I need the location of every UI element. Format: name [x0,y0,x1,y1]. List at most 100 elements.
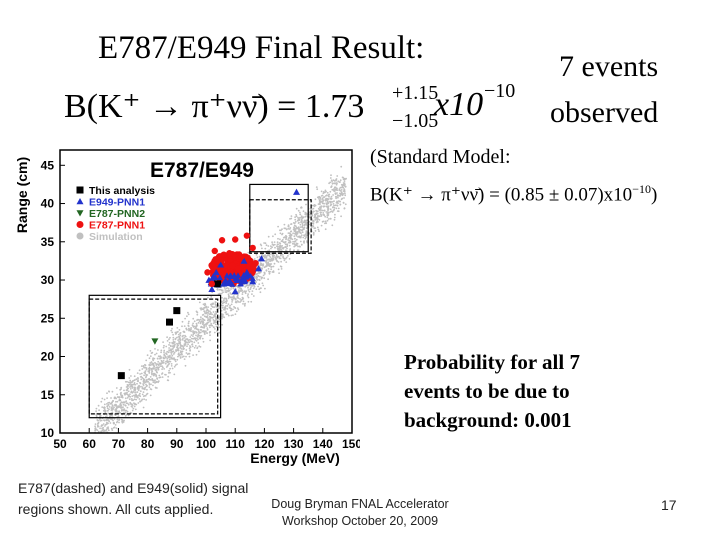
simulation-point [176,345,179,348]
simulation-point [263,242,265,244]
simulation-point [198,331,201,334]
simulation-point [141,368,144,370]
simulation-point [107,429,110,432]
simulation-point [161,368,164,370]
simulation-point [195,322,198,325]
simulation-point [134,391,137,394]
simulation-point [98,409,100,412]
simulation-point [122,409,125,412]
simulation-point [182,348,185,351]
e949-pnn1-point [243,268,251,276]
simulation-point [140,378,143,381]
simulation-point [276,245,278,248]
simulation-point [222,299,225,302]
simulation-point [224,289,227,291]
simulation-point [135,394,138,397]
e787-pnn1-point [252,260,259,267]
simulation-point [330,203,333,206]
simulation-point [211,313,214,316]
simulation-point [155,375,158,378]
simulation-point [337,180,340,183]
simulation-point [127,403,130,406]
simulation-point [339,181,341,183]
x-axis-label: Energy (MeV) [250,450,339,466]
simulation-point [206,314,209,316]
simulation-point [331,188,334,191]
simulation-point [323,214,326,217]
simulation-point [333,218,336,221]
simulation-point [331,211,334,213]
simulation-point [201,337,204,340]
simulation-point [305,203,307,206]
simulation-point [337,196,339,199]
simulation-point [154,348,156,350]
simulation-point [312,219,315,222]
simulation-point [275,255,278,258]
simulation-point [162,360,165,362]
simulation-point [155,363,158,365]
simulation-point [295,213,297,216]
simulation-point [182,355,185,358]
simulation-point [174,338,177,341]
simulation-point [276,241,279,244]
simulation-point [190,327,193,329]
simulation-point [237,308,240,311]
simulation-point [132,391,135,393]
simulation-point [288,228,291,230]
simulation-point [103,406,106,409]
simulation-point [152,358,154,361]
simulation-point [107,422,109,424]
simulation-point [311,212,314,214]
simulation-point [255,253,258,256]
simulation-point [102,426,105,429]
simulation-point [318,219,321,221]
simulation-point [335,183,338,186]
simulation-point [336,194,339,197]
simulation-point [141,387,144,390]
simulation-point [123,401,126,404]
simulation-point [281,240,284,243]
simulation-point [190,334,193,336]
simulation-point [128,398,131,401]
simulation-point [239,287,241,290]
simulation-point [212,316,215,318]
simulation-point [115,427,118,429]
simulation-point [200,335,203,337]
simulation-point [322,205,325,208]
simulation-point [280,260,282,263]
simulation-point [340,165,343,168]
simulation-point [193,341,196,344]
simulation-point [198,334,201,337]
simulation-point [194,338,197,341]
simulation-point [345,177,347,180]
simulation-point [145,393,148,396]
x-tick-label: 80 [141,437,155,451]
simulation-point [170,351,173,354]
simulation-point [252,295,255,297]
simulation-point [115,387,118,389]
simulation-point [299,223,302,226]
simulation-point [208,331,211,334]
simulation-point [166,340,169,342]
simulation-point [134,408,137,411]
x-tick-label: 130 [284,437,304,451]
simulation-point [144,394,147,397]
simulation-point [243,303,246,305]
simulation-point [196,347,199,350]
simulation-point [120,388,122,390]
simulation-point [154,361,156,364]
simulation-point [335,196,338,198]
simulation-point [205,306,207,308]
simulation-point [103,408,106,410]
simulation-point [129,393,131,396]
simulation-point [328,195,330,198]
simulation-point [226,313,229,315]
simulation-point [176,342,178,345]
simulation-point [262,284,265,287]
simulation-point [264,257,266,259]
simulation-point [179,334,182,337]
simulation-point [163,368,166,370]
simulation-point [168,338,170,341]
simulation-point [183,339,186,342]
simulation-point [196,337,198,340]
